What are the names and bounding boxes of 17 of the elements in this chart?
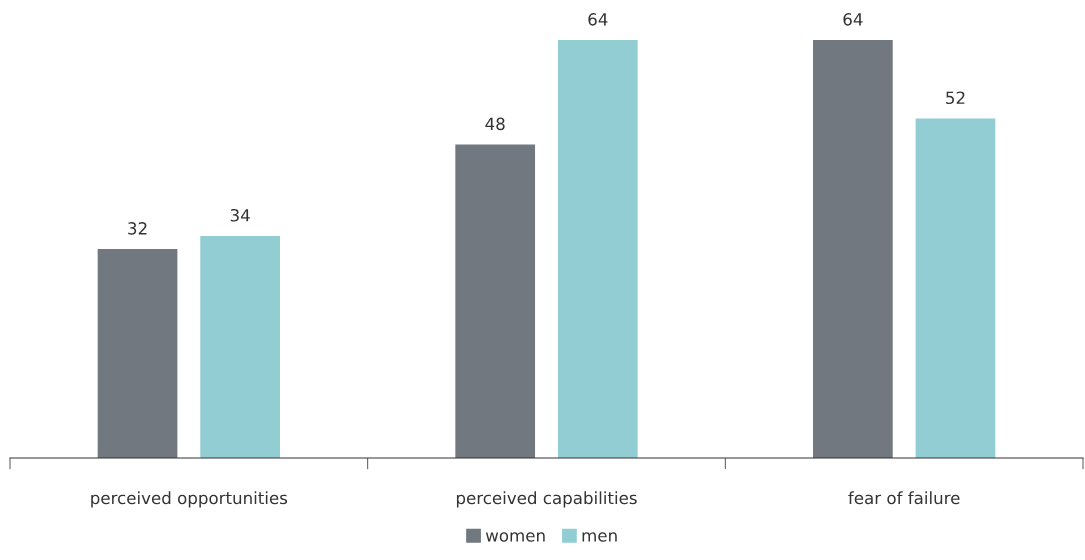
bar — [97, 249, 178, 458]
data-label: 64 — [588, 13, 608, 26]
x-tick-label: fear of failure — [848, 491, 960, 505]
data-label: 32 — [128, 222, 147, 235]
bar — [915, 118, 996, 458]
legend-label: women — [485, 532, 545, 542]
bar — [813, 40, 893, 458]
data-label: 64 — [843, 13, 863, 26]
data-label: 52 — [946, 91, 965, 105]
x-tick-label: perceived capabilities — [456, 491, 637, 508]
data-label: 48 — [485, 117, 505, 131]
legend-label: men — [582, 532, 617, 542]
x-tick-label: perceived opportunities — [91, 491, 288, 508]
bar — [200, 235, 280, 458]
data-label: 34 — [230, 208, 250, 222]
bar — [455, 144, 536, 458]
bar — [557, 40, 638, 458]
